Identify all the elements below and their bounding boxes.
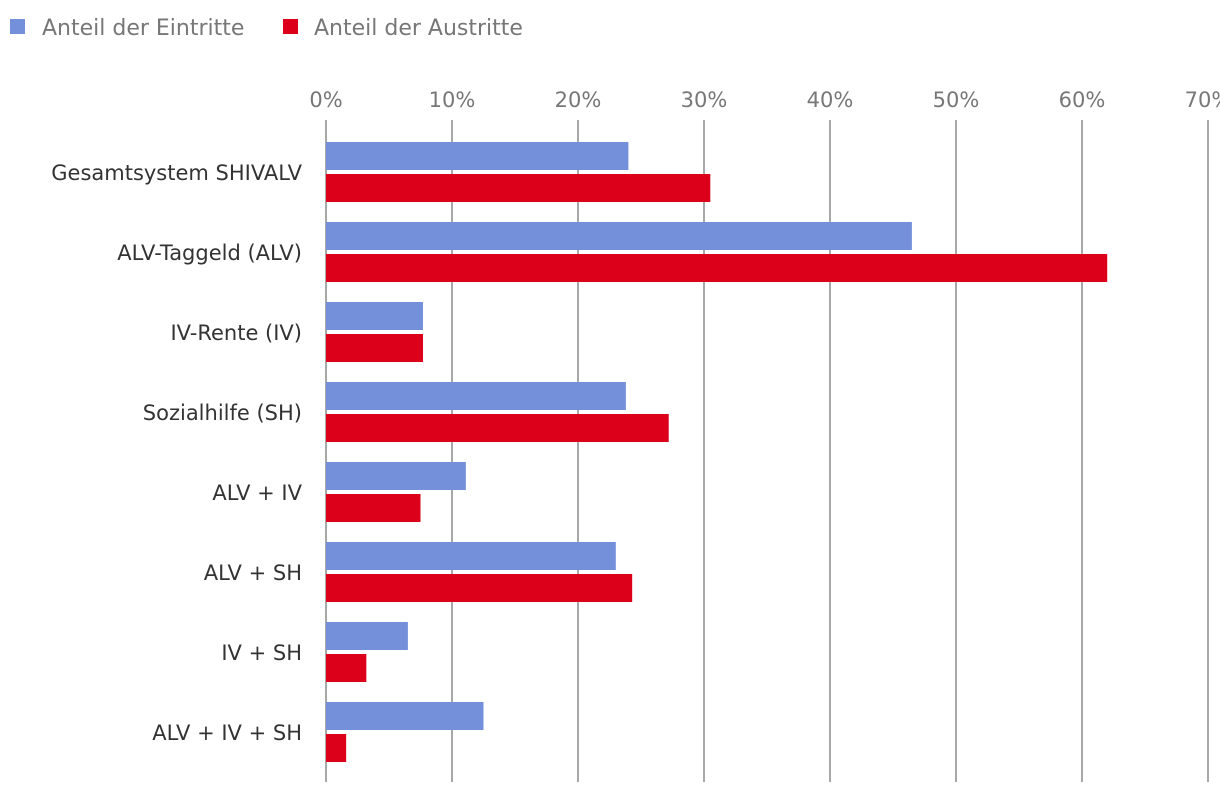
category-label: ALV + IV (212, 481, 302, 505)
category-label: IV + SH (221, 641, 302, 665)
x-tick-label: 30% (681, 88, 728, 112)
legend-swatch-eintritte (10, 19, 25, 34)
bars (326, 142, 1108, 762)
legend-label-austritte: Anteil der Austritte (314, 16, 523, 41)
x-tick-label: 60% (1059, 88, 1106, 112)
bar-austritte (326, 334, 424, 362)
bar-austritte (326, 414, 669, 442)
x-tick-label: 10% (429, 88, 476, 112)
x-tick-label: 70% (1185, 88, 1220, 112)
gridlines (325, 120, 1209, 782)
bar-austritte (326, 174, 711, 202)
bar-austritte (326, 494, 421, 522)
bar-eintritte (326, 542, 616, 570)
category-label: Gesamtsystem SHIVALV (51, 161, 302, 185)
bar-eintritte (326, 142, 629, 170)
bar-eintritte (326, 622, 408, 650)
x-tick-label: 20% (555, 88, 602, 112)
x-tick-label: 0% (309, 88, 342, 112)
bar-eintritte (326, 302, 424, 330)
bar-eintritte (326, 222, 912, 250)
bar-austritte (326, 734, 347, 762)
bar-austritte (326, 254, 1108, 282)
x-tick-label: 50% (933, 88, 980, 112)
category-label: ALV-Taggeld (ALV) (117, 241, 302, 265)
x-axis-ticks: 0% 10% 20% 30% 40% 50% 60% 70% (309, 88, 1220, 112)
legend-swatch-austritte (283, 19, 298, 34)
bar-eintritte (326, 382, 626, 410)
legend: Anteil der Eintritte Anteil der Austritt… (10, 16, 523, 41)
category-label: IV-Rente (IV) (170, 321, 302, 345)
category-label: ALV + SH (204, 561, 302, 585)
category-label: ALV + IV + SH (152, 721, 302, 745)
bar-eintritte (326, 702, 484, 730)
x-tick-label: 40% (807, 88, 854, 112)
bar-austritte (326, 654, 367, 682)
bar-austritte (326, 574, 633, 602)
bar-eintritte (326, 462, 466, 490)
category-label: Sozialhilfe (SH) (143, 401, 302, 425)
y-axis-categories: Gesamtsystem SHIVALV ALV-Taggeld (ALV) IV-… (51, 161, 302, 745)
legend-label-eintritte: Anteil der Eintritte (42, 16, 244, 41)
